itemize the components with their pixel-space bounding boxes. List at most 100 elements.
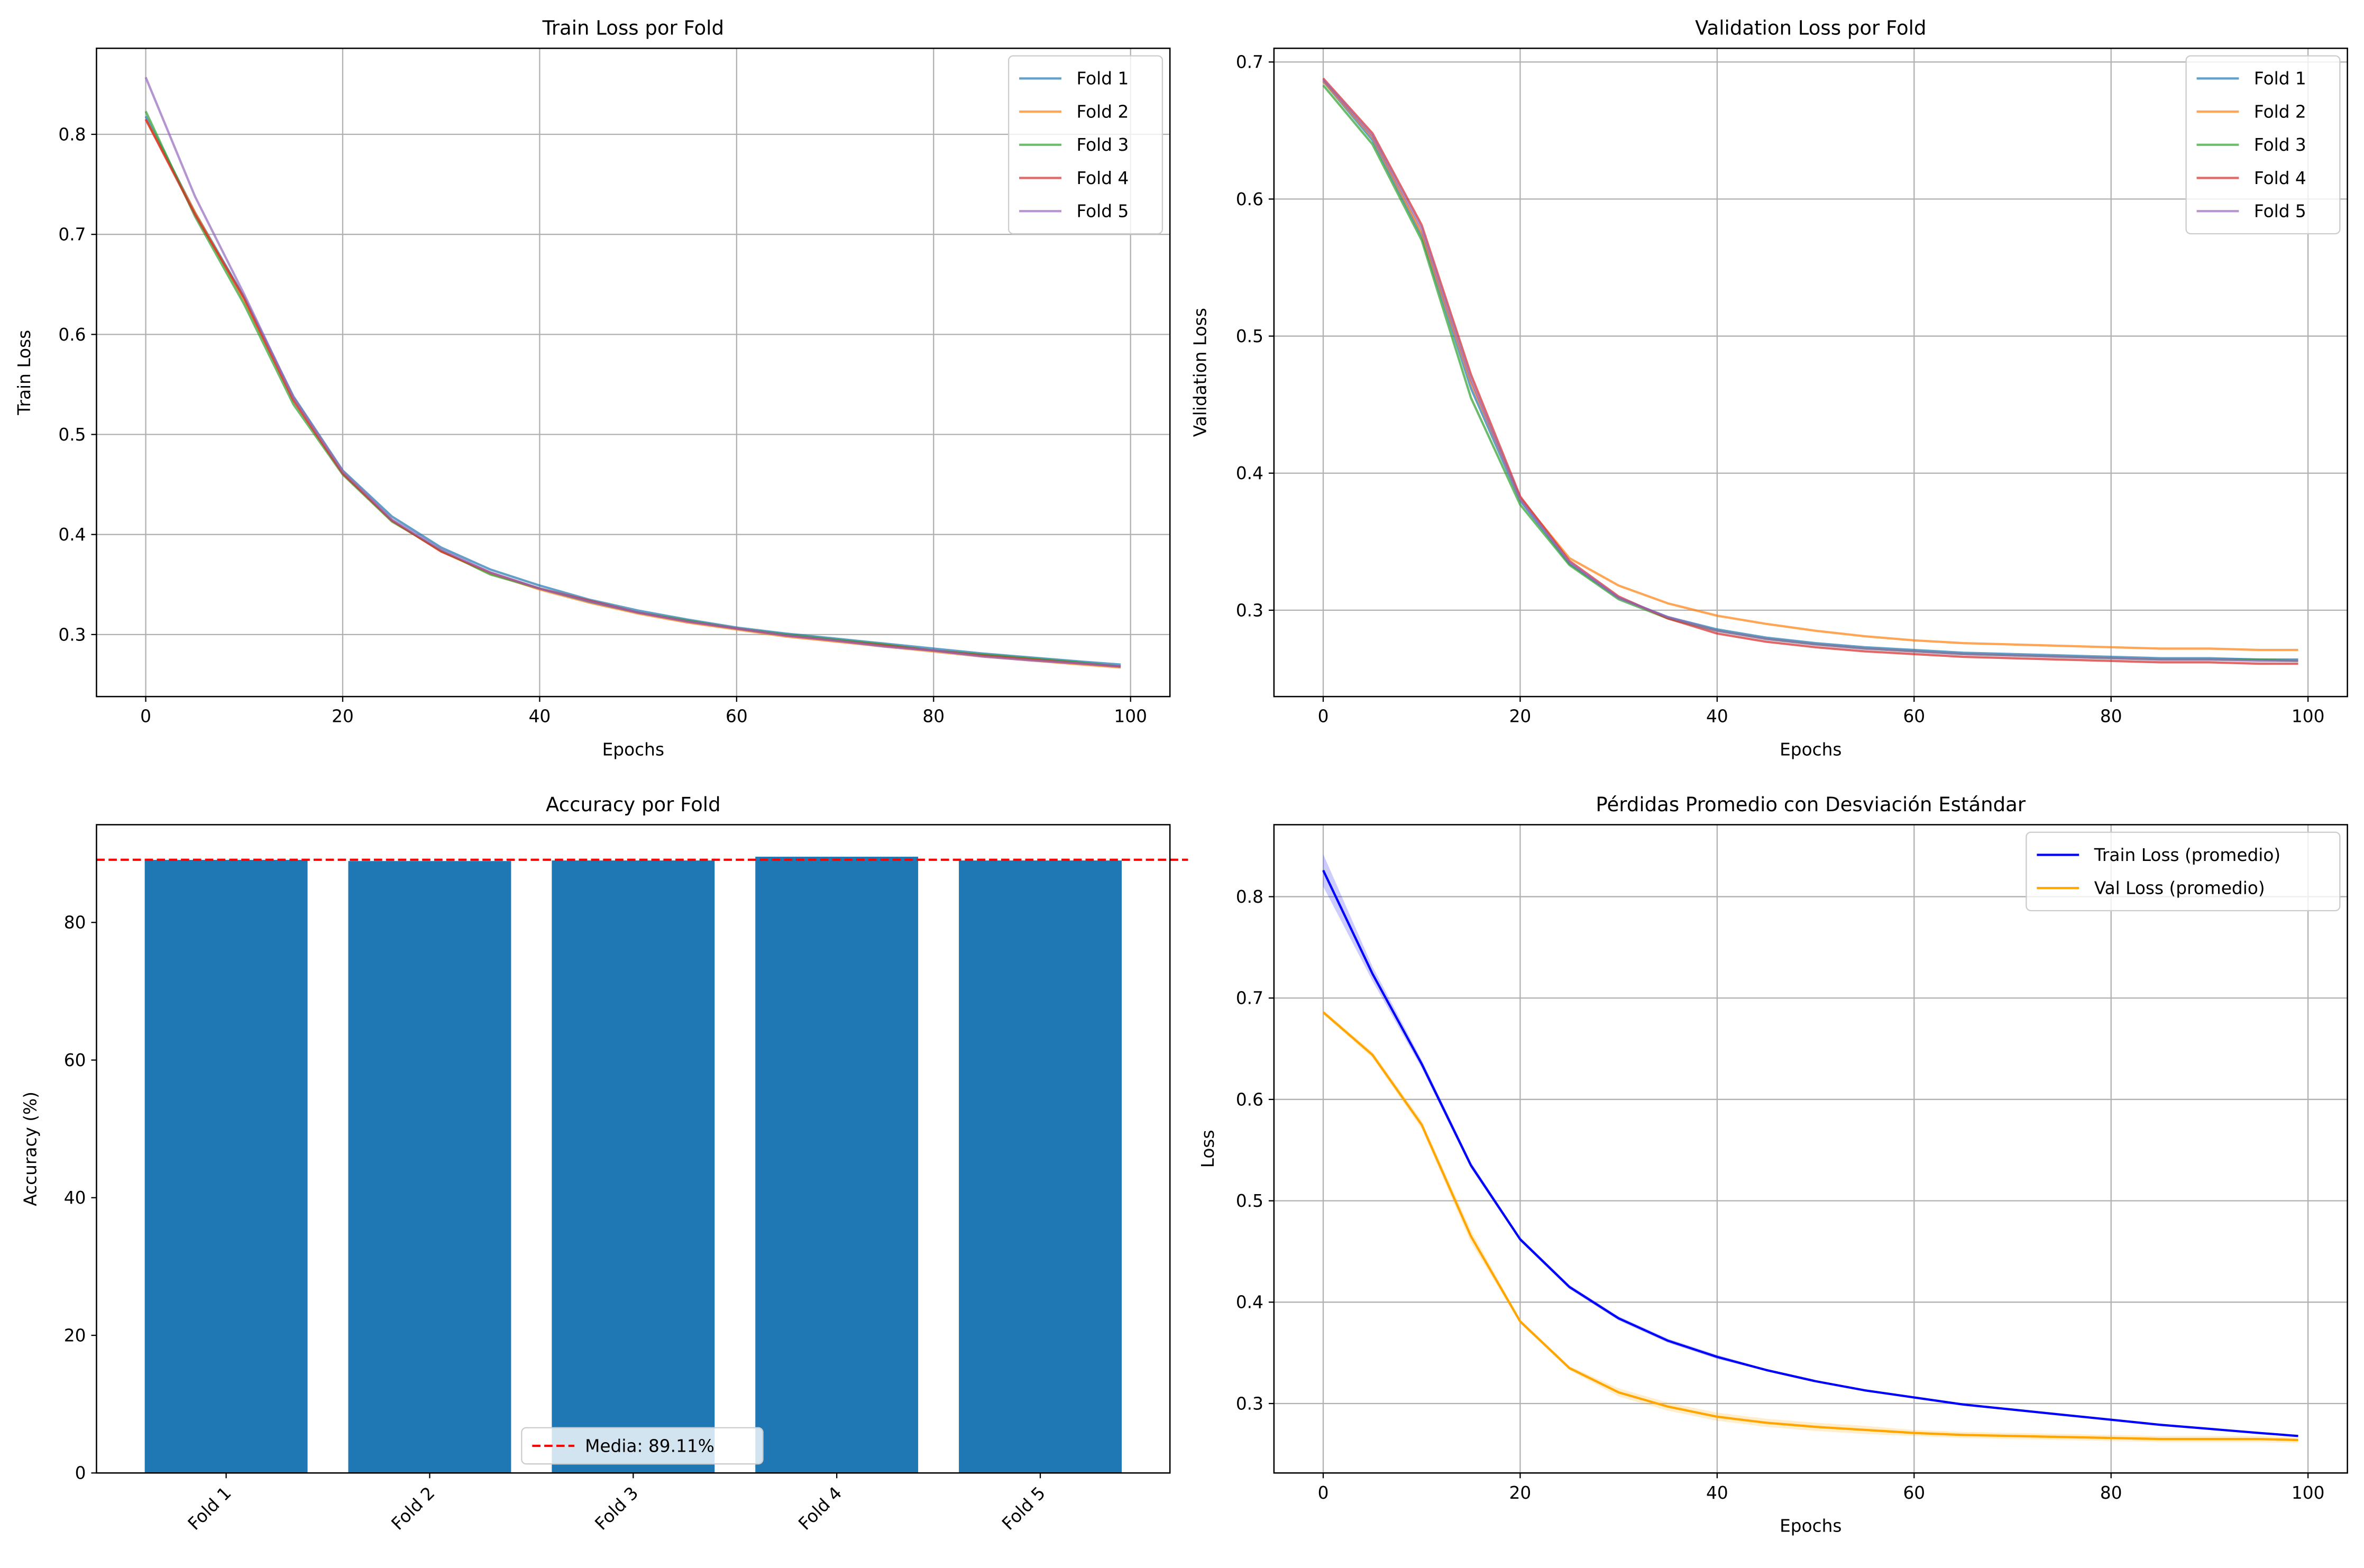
legend-label: Fold 5 — [1076, 201, 1129, 222]
y-tick-label: 0.5 — [1236, 1191, 1263, 1211]
legend-label: Fold 4 — [1076, 168, 1129, 188]
y-axis-label: Validation Loss — [1190, 308, 1211, 437]
axes-frame — [96, 824, 1171, 1474]
bar-fold-1 — [144, 860, 308, 1473]
legend-label: Fold 2 — [1076, 102, 1129, 122]
x-tick-label: Fold 1 — [184, 1483, 235, 1534]
y-axis-label: Accuracy (%) — [20, 1092, 40, 1206]
axes-frame — [1273, 48, 2348, 698]
x-tick-label: Fold 2 — [388, 1483, 439, 1534]
x-tick-label: 20 — [332, 707, 354, 727]
x-tick-label: 0 — [140, 707, 151, 727]
y-tick-label: 0 — [75, 1463, 86, 1483]
legend-label: Fold 5 — [2254, 201, 2306, 222]
y-tick-label: 0.7 — [1236, 52, 1263, 72]
chart-title: Accuracy por Fold — [546, 793, 721, 816]
series-line-1 — [144, 115, 1121, 666]
legend-box — [2185, 55, 2341, 235]
x-tick-label: 100 — [2292, 1483, 2325, 1503]
legend-label: Val Loss (promedio) — [2094, 878, 2265, 898]
x-tick-label: 40 — [1706, 1483, 1728, 1503]
x-tick-label: 100 — [2292, 707, 2325, 727]
y-tick-label: 80 — [64, 913, 86, 933]
x-tick-label: 60 — [1903, 707, 1925, 727]
x-axis-label: Epochs — [602, 739, 664, 759]
x-tick-label: 0 — [1318, 707, 1329, 727]
x-tick-label: 40 — [529, 707, 551, 727]
y-tick-label: 0.4 — [58, 525, 86, 545]
y-tick-label: 0.3 — [1236, 600, 1263, 620]
series-line-5 — [144, 77, 1121, 668]
x-tick-label: 80 — [2100, 1483, 2122, 1503]
legend-box — [1008, 55, 1163, 235]
y-axis-label: Train Loss — [14, 330, 34, 416]
series-line-3 — [144, 111, 1121, 668]
x-tick-label: Fold 4 — [794, 1483, 846, 1534]
y-tick-label: 0.8 — [58, 124, 86, 144]
y-tick-label: 40 — [64, 1188, 86, 1208]
y-tick-label: 0.3 — [58, 625, 86, 645]
series-line-4 — [1322, 77, 2298, 665]
legend-label: Fold 2 — [2254, 102, 2306, 122]
y-tick-label: 0.4 — [1236, 463, 1263, 483]
chart-2: Validation Loss por Fold 0.3 0.4 0.5 0.6 0.7 0… — [1190, 17, 2348, 759]
x-tick-label: 60 — [1903, 1483, 1925, 1503]
axes-frame — [96, 48, 1171, 698]
chart-1: Train Loss por Fold 0.3 0.4 0.5 0.6 0.7 0.8 0 20… — [14, 17, 1171, 759]
y-tick-label: 0.5 — [1236, 326, 1263, 346]
legend-label: Fold 3 — [2254, 135, 2306, 155]
y-tick-label: 20 — [64, 1325, 86, 1345]
y-tick-label: 0.6 — [1236, 1089, 1263, 1109]
series-line-2 — [1322, 1011, 2298, 1442]
x-tick-label: 0 — [1318, 1483, 1329, 1503]
y-tick-label: 0.4 — [1236, 1292, 1263, 1313]
y-tick-label: 0.5 — [58, 425, 86, 445]
chart-title: Train Loss por Fold — [542, 17, 724, 40]
legend: Media: 89.11% — [521, 1427, 764, 1465]
legend-label: Train Loss (promedio) — [2094, 845, 2281, 865]
bar-fold-5 — [959, 860, 1122, 1473]
y-tick-label: 0.8 — [1236, 887, 1263, 907]
x-tick-label: 100 — [1114, 707, 1147, 727]
x-axis-label: Epochs — [1780, 739, 1841, 759]
x-tick-label: 20 — [1509, 707, 1532, 727]
y-tick-label: 0.7 — [58, 225, 86, 245]
chart-4: Pérdidas Promedio con Desviación Estánda… — [1198, 793, 2348, 1536]
bar-fold-2 — [348, 861, 511, 1473]
x-tick-label: 80 — [2100, 707, 2122, 727]
series-line-2 — [1322, 80, 2298, 652]
legend: Fold 1 Fold 2 Fold 3 Fold 4 Fold 5 — [2185, 55, 2341, 235]
x-tick-label: 20 — [1509, 1483, 1532, 1503]
x-tick-label: 40 — [1706, 707, 1728, 727]
x-axis-label: Epochs — [1780, 1516, 1841, 1536]
legend: Train Loss (promedio) Val Loss (promedio) — [2026, 831, 2341, 912]
legend-label: Fold 1 — [1076, 69, 1129, 89]
chart-3: Accuracy por Fold 0 20 40 60 80 Fold 1 Fold 2 Fo… — [20, 793, 1188, 1534]
legend-label: Media: 89.11% — [585, 1436, 714, 1456]
series-line-1 — [1322, 869, 2298, 1437]
series-line-5 — [1322, 79, 2298, 662]
y-tick-label: 0.6 — [1236, 189, 1263, 209]
std-band — [1323, 854, 2298, 1437]
std-band — [1323, 1010, 2298, 1443]
y-axis-label: Loss — [1198, 1130, 1218, 1168]
x-tick-label: 60 — [726, 707, 748, 727]
x-tick-label: Fold 3 — [591, 1483, 643, 1534]
x-tick-label: Fold 5 — [998, 1483, 1049, 1534]
y-tick-label: 60 — [64, 1050, 86, 1070]
y-tick-label: 0.3 — [1236, 1393, 1263, 1414]
legend-box — [521, 1427, 764, 1465]
bar-fold-4 — [755, 856, 919, 1473]
axes-frame — [1273, 824, 2348, 1474]
chart-title: Validation Loss por Fold — [1695, 17, 1926, 40]
legend-label: Fold 3 — [1076, 135, 1129, 155]
y-tick-label: 0.7 — [1236, 988, 1263, 1008]
bar-fold-3 — [552, 860, 715, 1473]
legend-label: Fold 4 — [2254, 168, 2306, 188]
legend: Fold 1 Fold 2 Fold 3 Fold 4 Fold 5 — [1008, 55, 1163, 235]
chart-title: Pérdidas Promedio con Desviación Estánda… — [1596, 793, 2026, 816]
y-tick-label: 0.6 — [58, 325, 86, 345]
x-tick-label: 80 — [922, 707, 945, 727]
legend-label: Fold 1 — [2254, 69, 2306, 89]
